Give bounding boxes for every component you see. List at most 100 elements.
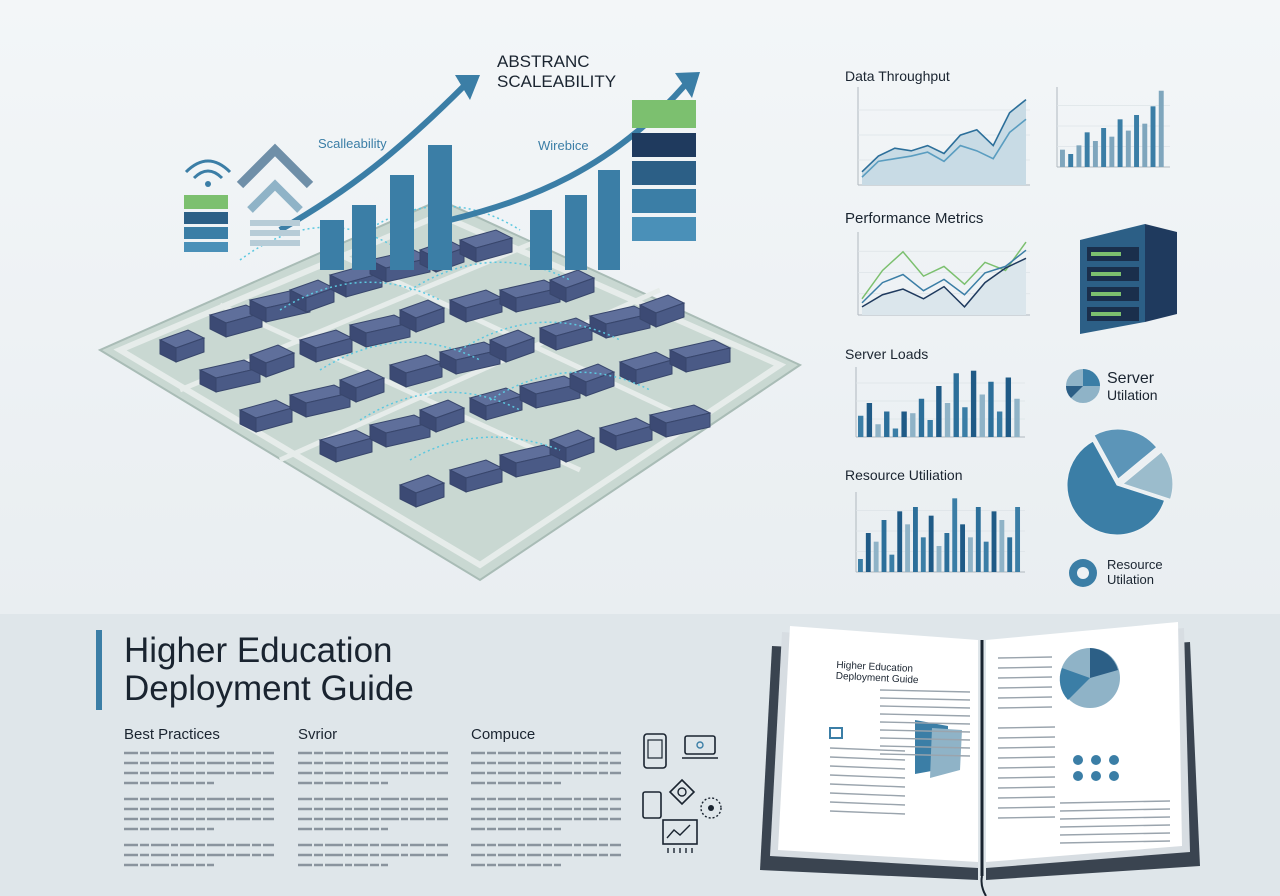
building-front bbox=[475, 237, 513, 263]
text-line bbox=[879, 729, 971, 733]
bar bbox=[936, 386, 942, 437]
series-line-1 bbox=[861, 241, 1027, 300]
text-line bbox=[1059, 840, 1171, 844]
text-line bbox=[1059, 800, 1171, 804]
col1-body-text bbox=[124, 751, 274, 867]
throughput-title: Data Throughput bbox=[845, 68, 950, 84]
bar bbox=[1142, 123, 1148, 167]
text-line bbox=[879, 713, 971, 717]
text-line bbox=[829, 765, 906, 770]
building-front bbox=[505, 337, 535, 363]
text-line bbox=[829, 756, 906, 761]
text-line bbox=[997, 656, 1053, 659]
network-link bbox=[319, 341, 481, 371]
text-line bbox=[829, 783, 906, 788]
bar bbox=[873, 541, 879, 572]
bar bbox=[975, 507, 981, 572]
text-line bbox=[829, 810, 906, 815]
building-front bbox=[215, 367, 261, 393]
text-line bbox=[1059, 816, 1171, 820]
building-front bbox=[335, 437, 373, 463]
building-front bbox=[465, 467, 503, 493]
pie-slice bbox=[1066, 440, 1166, 536]
col3-body-text bbox=[471, 751, 621, 867]
server-util-label: Server Utilation bbox=[1107, 370, 1158, 404]
text-line bbox=[1059, 808, 1171, 812]
col2-body-text bbox=[298, 751, 448, 867]
text-line bbox=[997, 726, 1056, 729]
building-front bbox=[455, 349, 501, 375]
bar bbox=[1014, 398, 1020, 437]
bar bbox=[952, 498, 958, 572]
bar bbox=[1101, 128, 1107, 167]
book-left-title: Higher Education Deployment Guide bbox=[835, 660, 919, 686]
text-line bbox=[997, 696, 1053, 699]
bar bbox=[897, 511, 903, 572]
text-line bbox=[829, 747, 906, 752]
bar bbox=[944, 533, 950, 572]
server-util-line1: Server bbox=[1107, 370, 1155, 387]
building-front bbox=[655, 302, 685, 328]
bar bbox=[910, 413, 916, 437]
building-front bbox=[635, 359, 673, 385]
text-line bbox=[829, 792, 906, 797]
building-front bbox=[345, 272, 383, 298]
server-loads-chart bbox=[855, 367, 1025, 438]
hero-label-left: Scalleability bbox=[318, 136, 387, 151]
text-line bbox=[997, 666, 1053, 669]
text-line bbox=[879, 737, 971, 741]
building-front bbox=[385, 257, 431, 283]
text-line bbox=[997, 756, 1056, 759]
bar bbox=[988, 381, 994, 437]
series-area bbox=[862, 258, 1026, 315]
bar bbox=[865, 533, 871, 572]
bar bbox=[979, 394, 985, 437]
series-line-3 bbox=[861, 257, 1027, 309]
bar bbox=[1068, 154, 1074, 167]
text-line bbox=[997, 766, 1056, 769]
bar bbox=[889, 554, 895, 572]
hero-label-right: Wirebice bbox=[538, 138, 589, 153]
guide-title: Higher Education Deployment Guide bbox=[124, 632, 414, 708]
bar bbox=[953, 373, 959, 437]
building-front bbox=[305, 392, 351, 418]
bar bbox=[1125, 130, 1131, 167]
building-front bbox=[305, 287, 335, 313]
bar bbox=[905, 524, 911, 572]
phone-icon bbox=[642, 791, 662, 819]
bar bbox=[991, 511, 997, 572]
building-front bbox=[405, 362, 443, 388]
col2-heading: Svrior bbox=[298, 726, 338, 743]
building-front bbox=[465, 297, 503, 323]
hero-headline: ABSTRANC SCALEABILITY bbox=[497, 52, 616, 92]
building-front bbox=[415, 307, 445, 333]
bar bbox=[866, 403, 873, 437]
title-accent-bar bbox=[96, 630, 102, 710]
bar bbox=[920, 537, 926, 572]
bar bbox=[999, 520, 1005, 572]
network-link bbox=[409, 261, 571, 291]
bar bbox=[996, 411, 1003, 437]
bar bbox=[1076, 145, 1082, 167]
text-line bbox=[997, 786, 1056, 789]
network-link bbox=[459, 321, 621, 351]
server-stack-icon bbox=[632, 100, 696, 241]
bar bbox=[944, 403, 951, 437]
bar bbox=[875, 424, 881, 437]
guide-title-line2: Deployment Guide bbox=[124, 669, 414, 708]
hero-headline-line2: SCALEABILITY bbox=[497, 72, 617, 91]
chart-monitor-icon bbox=[662, 819, 698, 853]
guide-book bbox=[760, 622, 1200, 896]
network-link bbox=[279, 281, 441, 311]
building-front bbox=[355, 377, 385, 403]
resource-title: Resource Utiliation bbox=[845, 467, 963, 483]
server-tower-icon bbox=[1080, 224, 1177, 334]
series-line-1 bbox=[861, 98, 1027, 173]
text-line bbox=[997, 676, 1053, 679]
building-front bbox=[615, 425, 653, 451]
building-front bbox=[665, 412, 711, 438]
server-util-pie-icon bbox=[1066, 369, 1100, 403]
bar bbox=[1134, 115, 1140, 167]
bar bbox=[1092, 141, 1098, 167]
text-line bbox=[997, 736, 1056, 739]
